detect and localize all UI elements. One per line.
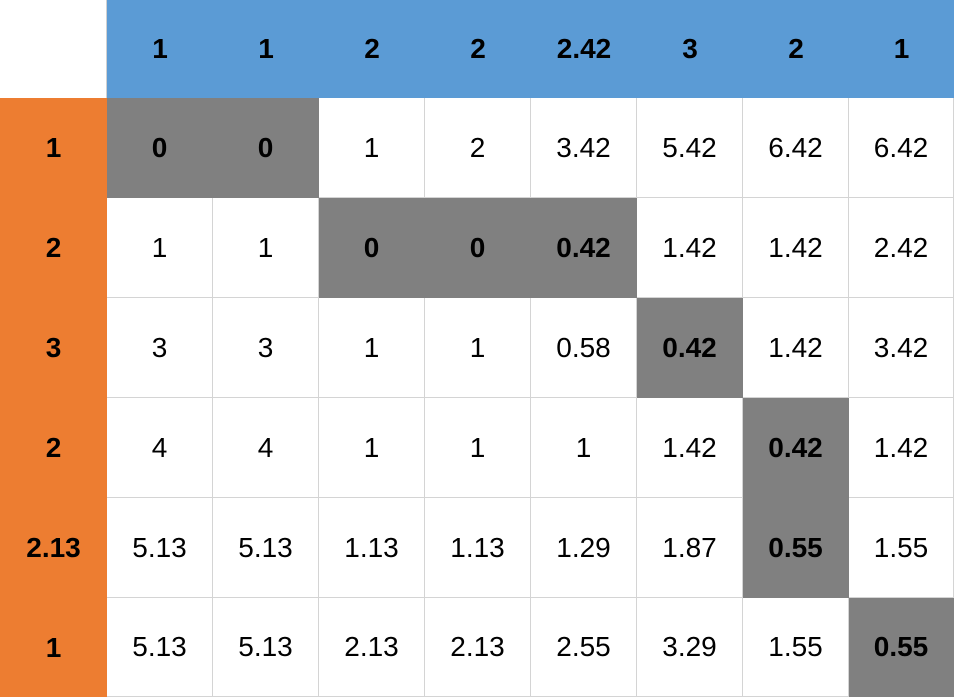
row-header: 3 xyxy=(0,298,107,398)
table-cell: 5.13 xyxy=(213,498,319,598)
table-cell: 2.13 xyxy=(425,598,531,697)
table-cell: 4 xyxy=(213,398,319,498)
table-cell: 2.55 xyxy=(531,598,637,697)
table-cell: 1.42 xyxy=(637,398,743,498)
table-cell: 3 xyxy=(107,298,213,398)
highlighted-cell: 0.42 xyxy=(637,298,743,398)
table-cell: 1.42 xyxy=(637,198,743,298)
table-cell: 6.42 xyxy=(743,98,849,198)
row-header: 1 xyxy=(0,98,107,198)
table-cell: 1.29 xyxy=(531,498,637,598)
table-cell: 3.42 xyxy=(531,98,637,198)
table-cell: 1.42 xyxy=(743,298,849,398)
highlighted-cell: 0 xyxy=(107,98,213,198)
table-cell: 1 xyxy=(107,198,213,298)
column-header: 1 xyxy=(107,0,213,98)
highlighted-cell: 0.42 xyxy=(531,198,637,298)
table-cell: 1.13 xyxy=(319,498,425,598)
table-cell: 1.87 xyxy=(637,498,743,598)
table-cell: 0.58 xyxy=(531,298,637,398)
table-cell: 2 xyxy=(425,98,531,198)
table-cell: 4 xyxy=(107,398,213,498)
table-cell: 3.42 xyxy=(849,298,954,398)
table-cell: 1.42 xyxy=(743,198,849,298)
column-header: 3 xyxy=(637,0,743,98)
table-cell: 1 xyxy=(531,398,637,498)
column-header: 2.42 xyxy=(531,0,637,98)
table-cell: 2.13 xyxy=(319,598,425,697)
table-cell: 3.29 xyxy=(637,598,743,697)
column-header: 2 xyxy=(319,0,425,98)
table-cell: 1 xyxy=(319,398,425,498)
table-cell: 1 xyxy=(425,398,531,498)
row-header: 2 xyxy=(0,398,107,498)
highlighted-cell: 0.42 xyxy=(743,398,849,498)
table-cell: 1.55 xyxy=(849,498,954,598)
table-cell: 3 xyxy=(213,298,319,398)
table-cell: 6.42 xyxy=(849,98,954,198)
highlighted-cell: 0 xyxy=(213,98,319,198)
highlighted-cell: 0.55 xyxy=(743,498,849,598)
corner-cell xyxy=(0,0,107,98)
column-header: 1 xyxy=(849,0,954,98)
highlighted-cell: 0.55 xyxy=(849,598,954,697)
table-cell: 1.42 xyxy=(849,398,954,498)
table-cell: 2.42 xyxy=(849,198,954,298)
table-cell: 5.13 xyxy=(213,598,319,697)
highlighted-cell: 0 xyxy=(425,198,531,298)
column-header: 2 xyxy=(743,0,849,98)
table-cell: 1 xyxy=(319,98,425,198)
table-cell: 5.13 xyxy=(107,498,213,598)
row-header: 2.13 xyxy=(0,498,107,598)
column-header: 1 xyxy=(213,0,319,98)
table-cell: 5.42 xyxy=(637,98,743,198)
highlighted-cell: 0 xyxy=(319,198,425,298)
table-cell: 1 xyxy=(213,198,319,298)
table-cell: 1.13 xyxy=(425,498,531,598)
row-header: 2 xyxy=(0,198,107,298)
column-header: 2 xyxy=(425,0,531,98)
table-cell: 1.55 xyxy=(743,598,849,697)
table-cell: 5.13 xyxy=(107,598,213,697)
table-cell: 1 xyxy=(319,298,425,398)
row-header: 1 xyxy=(0,598,107,697)
table-cell: 1 xyxy=(425,298,531,398)
